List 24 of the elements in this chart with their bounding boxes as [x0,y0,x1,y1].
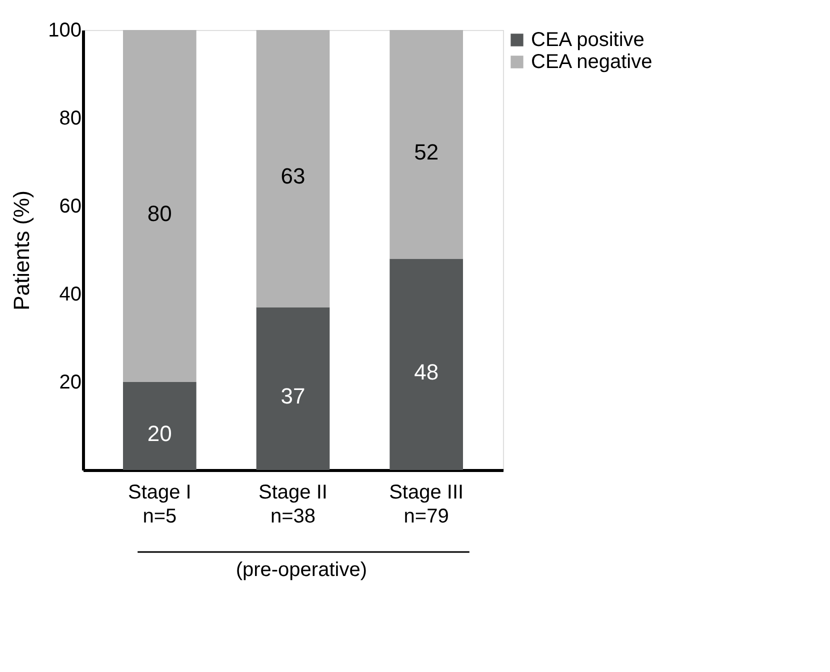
x-tick-label: Stage II n=38 [258,482,328,528]
bar [123,30,196,382]
data-label: 80 [147,201,172,226]
data-label: 20 [147,421,172,446]
y-tick-label: 60 [59,196,82,218]
y-tick-label: 80 [59,108,82,130]
x-tick-label: Stage I n=5 [128,482,192,528]
data-label: 48 [414,359,439,384]
bar [256,30,330,308]
data-label: 52 [414,139,439,164]
bar [256,307,330,470]
bar [390,258,463,470]
legend-label: CEA negative [531,51,652,73]
data-label: 37 [280,384,306,409]
text: (pre-operative) [236,559,367,581]
bar [123,382,196,470]
y-tick-label: 20 [59,372,82,394]
bar [390,30,463,259]
data-label: 63 [280,164,306,189]
y-tick-label: 100 [48,20,82,42]
x-tick-label: Stage III n=79 [389,482,464,528]
legend-label: CEA positive [531,29,644,51]
y-tick-label: 40 [59,284,82,306]
y-axis-title: Patients (%) [9,190,34,310]
